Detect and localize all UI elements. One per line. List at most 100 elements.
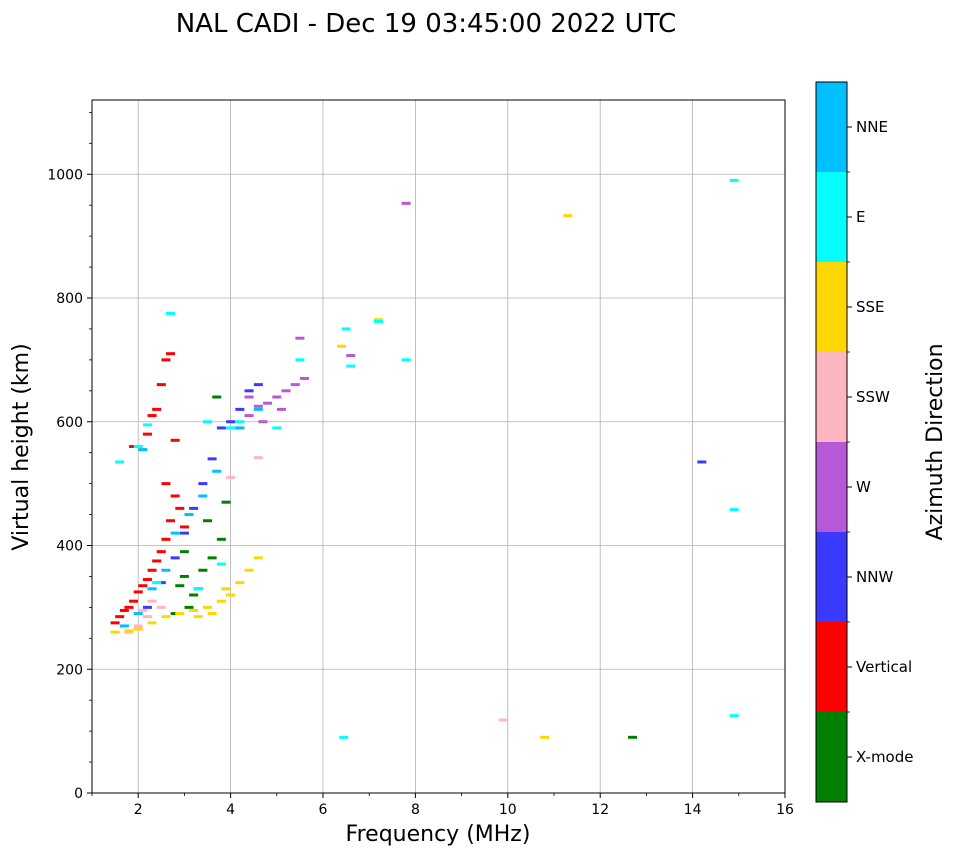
data-point bbox=[346, 354, 356, 358]
colorbar-segment bbox=[816, 352, 847, 442]
data-point bbox=[189, 506, 199, 510]
data-point bbox=[156, 605, 166, 609]
colorbar-segment bbox=[816, 82, 847, 172]
colorbar-label-nnw: NNW bbox=[856, 568, 893, 586]
data-point bbox=[147, 621, 157, 625]
data-point bbox=[184, 513, 194, 517]
data-point bbox=[221, 500, 231, 504]
data-point bbox=[235, 581, 245, 585]
x-tick-label: 16 bbox=[776, 802, 794, 818]
data-point bbox=[170, 531, 180, 535]
grid-lines bbox=[92, 100, 785, 793]
data-point bbox=[189, 608, 199, 612]
data-point bbox=[152, 581, 162, 585]
data-point bbox=[263, 401, 273, 405]
y-tick-label: 400 bbox=[56, 539, 83, 555]
data-point bbox=[235, 407, 245, 411]
data-point bbox=[166, 311, 176, 315]
colorbar-label-nne: NNE bbox=[856, 118, 888, 136]
data-point bbox=[175, 584, 185, 588]
data-point bbox=[253, 407, 263, 411]
colorbar-label-w: W bbox=[856, 478, 871, 496]
data-point bbox=[258, 420, 268, 424]
plot-frame bbox=[91, 99, 786, 794]
y-axis-label: Virtual height (km) bbox=[9, 343, 34, 550]
data-point bbox=[276, 407, 286, 411]
data-point bbox=[179, 531, 189, 535]
data-point bbox=[198, 494, 208, 498]
data-point bbox=[244, 414, 254, 418]
data-point bbox=[170, 556, 180, 560]
data-point bbox=[207, 556, 217, 560]
y-tick-label: 200 bbox=[56, 662, 83, 678]
data-point bbox=[300, 376, 310, 380]
data-point bbox=[198, 482, 208, 486]
data-point bbox=[253, 383, 263, 387]
data-point bbox=[124, 629, 134, 633]
colorbar: X-mode Vertical NNW W SSW SSE E NNE bbox=[815, 81, 913, 803]
data-point bbox=[341, 327, 351, 331]
data-point bbox=[129, 599, 139, 603]
data-point bbox=[156, 383, 166, 387]
colorbar-segment bbox=[816, 532, 847, 622]
data-point bbox=[152, 559, 162, 563]
data-point bbox=[216, 599, 226, 603]
data-point bbox=[226, 420, 236, 424]
colorbar-segment bbox=[816, 712, 847, 802]
data-point bbox=[156, 581, 166, 585]
data-point bbox=[498, 718, 508, 722]
data-point bbox=[563, 214, 573, 218]
data-point bbox=[147, 599, 157, 603]
data-point bbox=[133, 624, 143, 628]
data-point bbox=[281, 389, 291, 393]
colorbar-label: Azimuth Direction bbox=[923, 343, 948, 540]
data-point bbox=[138, 584, 148, 588]
data-point bbox=[138, 608, 148, 612]
data-point bbox=[272, 395, 282, 399]
data-point bbox=[170, 438, 180, 442]
data-point bbox=[193, 587, 203, 591]
data-point bbox=[147, 414, 157, 418]
series-sse bbox=[110, 214, 573, 739]
data-point bbox=[119, 624, 129, 628]
data-point bbox=[212, 469, 222, 473]
data-point bbox=[346, 364, 356, 368]
data-point bbox=[203, 420, 212, 424]
data-point bbox=[290, 383, 300, 387]
colorbar-label-e: E bbox=[856, 208, 865, 226]
data-point bbox=[115, 460, 125, 464]
x-tick-label: 2 bbox=[134, 802, 143, 818]
y-tick-label: 800 bbox=[56, 291, 83, 307]
x-tick-label: 8 bbox=[411, 802, 420, 818]
x-tick-label: 12 bbox=[591, 802, 609, 818]
data-point bbox=[179, 525, 189, 529]
data-point bbox=[161, 482, 171, 486]
x-tick-label: 6 bbox=[319, 802, 328, 818]
data-point bbox=[216, 562, 226, 566]
data-point bbox=[272, 426, 282, 430]
data-point bbox=[697, 460, 707, 464]
data-point bbox=[161, 615, 171, 619]
series-nne bbox=[119, 407, 263, 628]
data-point bbox=[221, 587, 231, 591]
data-point bbox=[161, 537, 171, 541]
data-point bbox=[207, 457, 217, 461]
data-point bbox=[119, 608, 129, 612]
data-point bbox=[175, 506, 185, 510]
data-point bbox=[729, 508, 739, 512]
data-point bbox=[226, 475, 236, 479]
series-vertical bbox=[110, 352, 189, 625]
data-point bbox=[401, 201, 411, 205]
data-point bbox=[203, 519, 212, 523]
data-point bbox=[115, 615, 125, 619]
data-point bbox=[138, 448, 148, 452]
data-point bbox=[152, 407, 162, 411]
data-point bbox=[253, 456, 263, 460]
data-point bbox=[110, 630, 120, 634]
y-tick-label: 0 bbox=[74, 786, 83, 802]
data-point bbox=[129, 445, 139, 448]
colorbar-label-x-mode: X-mode bbox=[856, 748, 913, 766]
data-point bbox=[179, 550, 189, 554]
y-tick-label: 600 bbox=[56, 415, 83, 431]
data-point bbox=[226, 426, 236, 430]
